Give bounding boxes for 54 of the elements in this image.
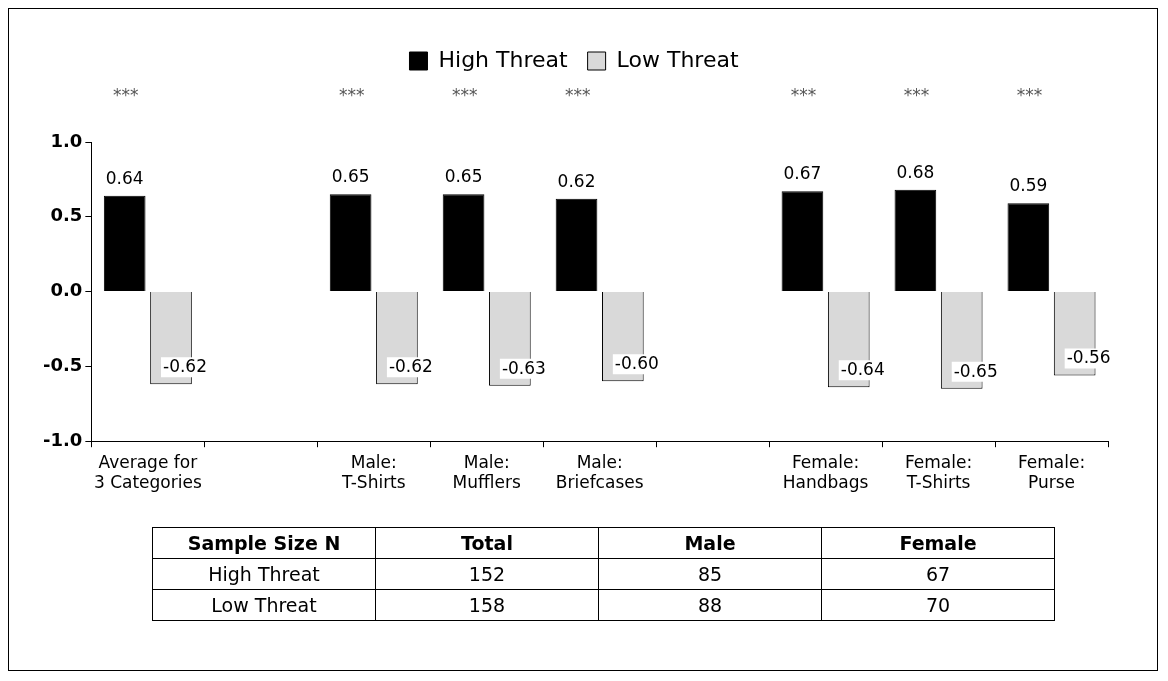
data-label: -0.60: [614, 353, 659, 374]
y-tick-label: -0.5: [43, 354, 83, 376]
data-label: 88: [598, 589, 822, 621]
data-label: 0.62: [557, 170, 596, 191]
bar: [103, 195, 146, 292]
data-label: 0.64: [105, 167, 144, 188]
bar: [442, 194, 485, 292]
bar: [781, 191, 824, 292]
y-tick-label: -1.0: [43, 428, 83, 450]
x-tick-label: Male: Mufflers: [452, 451, 521, 493]
text: ***: [903, 85, 930, 106]
x-tick-label: Average for 3 Categories: [93, 451, 202, 493]
text: ***: [113, 85, 139, 106]
legend-label: High Threat: [438, 46, 568, 72]
data-label: -0.64: [840, 359, 885, 380]
text: ***: [339, 85, 365, 106]
data-label: -0.62: [162, 356, 207, 377]
data-label: 152: [375, 558, 599, 590]
data-label: -0.63: [501, 357, 546, 378]
data-label: 0.65: [444, 166, 483, 187]
x-tick-label: Male: Briefcases: [555, 451, 644, 493]
data-label: -0.65: [953, 360, 998, 381]
x-tick-label: Female: Purse: [1017, 451, 1086, 493]
y-tick-label: 0.5: [50, 204, 83, 226]
text: ***: [564, 85, 591, 106]
text: ***: [451, 85, 478, 106]
category-label: Male: [598, 527, 822, 559]
data-label: 70: [821, 589, 1055, 621]
data-label: 0.59: [1009, 175, 1048, 196]
data-label: 0.65: [331, 166, 370, 187]
data-label: -0.62: [388, 356, 433, 377]
category-label: Female: [821, 527, 1055, 559]
text: Sample Size N: [152, 527, 376, 559]
data-label: 0.67: [783, 163, 822, 184]
bar: [1007, 203, 1050, 292]
text: High Threat: [152, 558, 376, 590]
data-label: 85: [598, 558, 822, 590]
bar: [555, 198, 598, 292]
y-tick-label: 0.0: [50, 279, 83, 301]
bar: [894, 189, 937, 292]
data-label: 0.68: [896, 161, 935, 182]
x-tick-label: Female: T-Shirts: [904, 451, 973, 493]
text: ***: [1016, 85, 1043, 106]
text: ***: [790, 85, 817, 106]
x-tick-label: Male: T-Shirts: [340, 451, 406, 493]
y-tick-label: 1.0: [50, 129, 83, 151]
data-label: 158: [375, 589, 599, 621]
x-tick-label: Female: Handbags: [782, 451, 869, 493]
data-label: 67: [821, 558, 1055, 590]
bar: [329, 194, 372, 292]
legend-label: Low Threat: [616, 46, 739, 72]
text: Low Threat: [152, 589, 376, 621]
category-label: Total: [375, 527, 599, 559]
data-label: -0.56: [1066, 347, 1111, 368]
